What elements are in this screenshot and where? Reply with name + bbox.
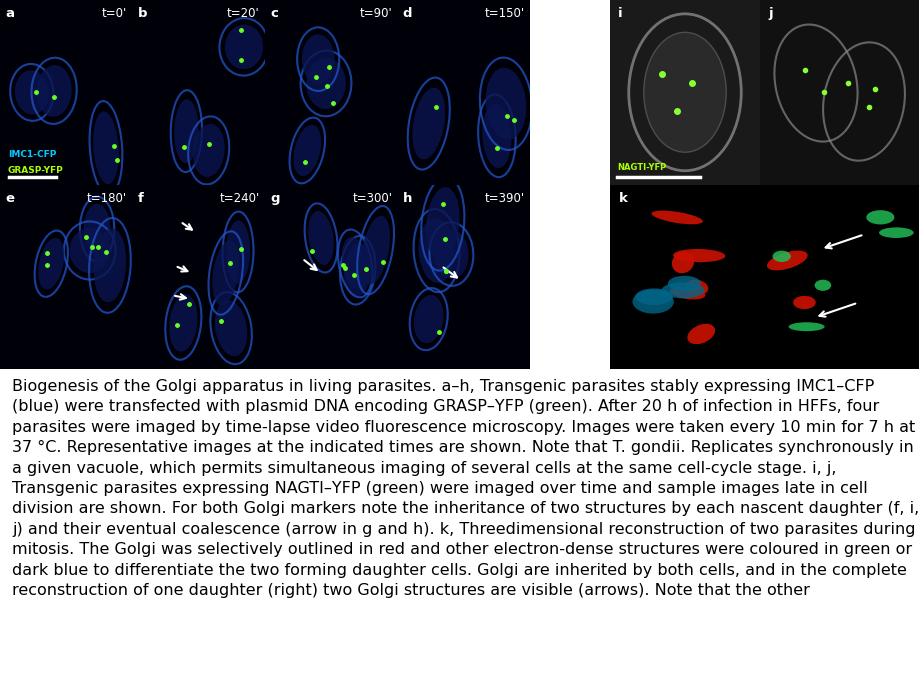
Ellipse shape (772, 250, 790, 262)
Ellipse shape (84, 204, 110, 254)
Ellipse shape (212, 241, 239, 306)
Ellipse shape (661, 282, 704, 298)
Text: t=240': t=240' (220, 192, 259, 205)
Ellipse shape (301, 34, 335, 84)
Ellipse shape (425, 187, 460, 260)
Ellipse shape (344, 244, 371, 297)
Text: t=20': t=20' (227, 8, 259, 21)
Text: j: j (767, 8, 772, 21)
Ellipse shape (485, 68, 526, 140)
Text: g: g (270, 192, 279, 205)
Ellipse shape (93, 111, 119, 184)
Ellipse shape (686, 324, 714, 344)
Ellipse shape (361, 216, 390, 284)
Text: Biogenesis of the Golgi apparatus in living parasites. a–h, Transgenic parasites: Biogenesis of the Golgi apparatus in liv… (12, 379, 918, 598)
Ellipse shape (667, 276, 700, 291)
Ellipse shape (418, 218, 454, 283)
Ellipse shape (192, 124, 224, 177)
Ellipse shape (293, 125, 321, 176)
Ellipse shape (414, 295, 443, 344)
Ellipse shape (15, 70, 49, 115)
Text: t=300': t=300' (352, 192, 391, 205)
Ellipse shape (169, 295, 198, 352)
Text: NAGTI-YFP: NAGTI-YFP (617, 163, 666, 172)
Ellipse shape (766, 250, 807, 270)
Text: k: k (618, 192, 628, 205)
Ellipse shape (631, 290, 673, 313)
Text: i: i (617, 8, 621, 21)
Ellipse shape (306, 58, 346, 109)
Ellipse shape (792, 296, 815, 309)
Ellipse shape (788, 322, 823, 331)
Text: t=150': t=150' (484, 8, 524, 21)
Ellipse shape (669, 287, 705, 299)
Ellipse shape (434, 229, 468, 279)
Ellipse shape (482, 104, 511, 168)
Text: d: d (403, 8, 412, 21)
Ellipse shape (813, 279, 831, 291)
Ellipse shape (671, 252, 694, 273)
Ellipse shape (673, 249, 724, 262)
Text: b: b (138, 8, 147, 21)
Ellipse shape (39, 238, 64, 290)
Text: IMC1-CFP: IMC1-CFP (8, 150, 56, 159)
Ellipse shape (226, 221, 250, 284)
Text: a: a (6, 8, 15, 21)
Ellipse shape (308, 211, 334, 265)
Text: t=0': t=0' (102, 8, 127, 21)
Text: t=90': t=90' (359, 8, 391, 21)
Text: f: f (138, 192, 143, 205)
Ellipse shape (342, 237, 369, 290)
Ellipse shape (70, 228, 109, 273)
Text: e: e (6, 192, 15, 205)
Ellipse shape (651, 210, 702, 224)
Ellipse shape (635, 288, 672, 305)
Text: c: c (270, 8, 278, 21)
Ellipse shape (215, 300, 247, 356)
Ellipse shape (94, 228, 126, 302)
Text: t=390': t=390' (484, 192, 524, 205)
Text: t=180': t=180' (87, 192, 127, 205)
Ellipse shape (643, 32, 725, 152)
Ellipse shape (866, 210, 893, 224)
Text: h: h (403, 192, 412, 205)
Ellipse shape (174, 99, 199, 163)
Text: GRASP-YFP: GRASP-YFP (8, 166, 63, 175)
Ellipse shape (685, 279, 708, 295)
Ellipse shape (412, 88, 445, 159)
Ellipse shape (878, 228, 913, 238)
Ellipse shape (37, 65, 72, 117)
Ellipse shape (224, 24, 263, 69)
